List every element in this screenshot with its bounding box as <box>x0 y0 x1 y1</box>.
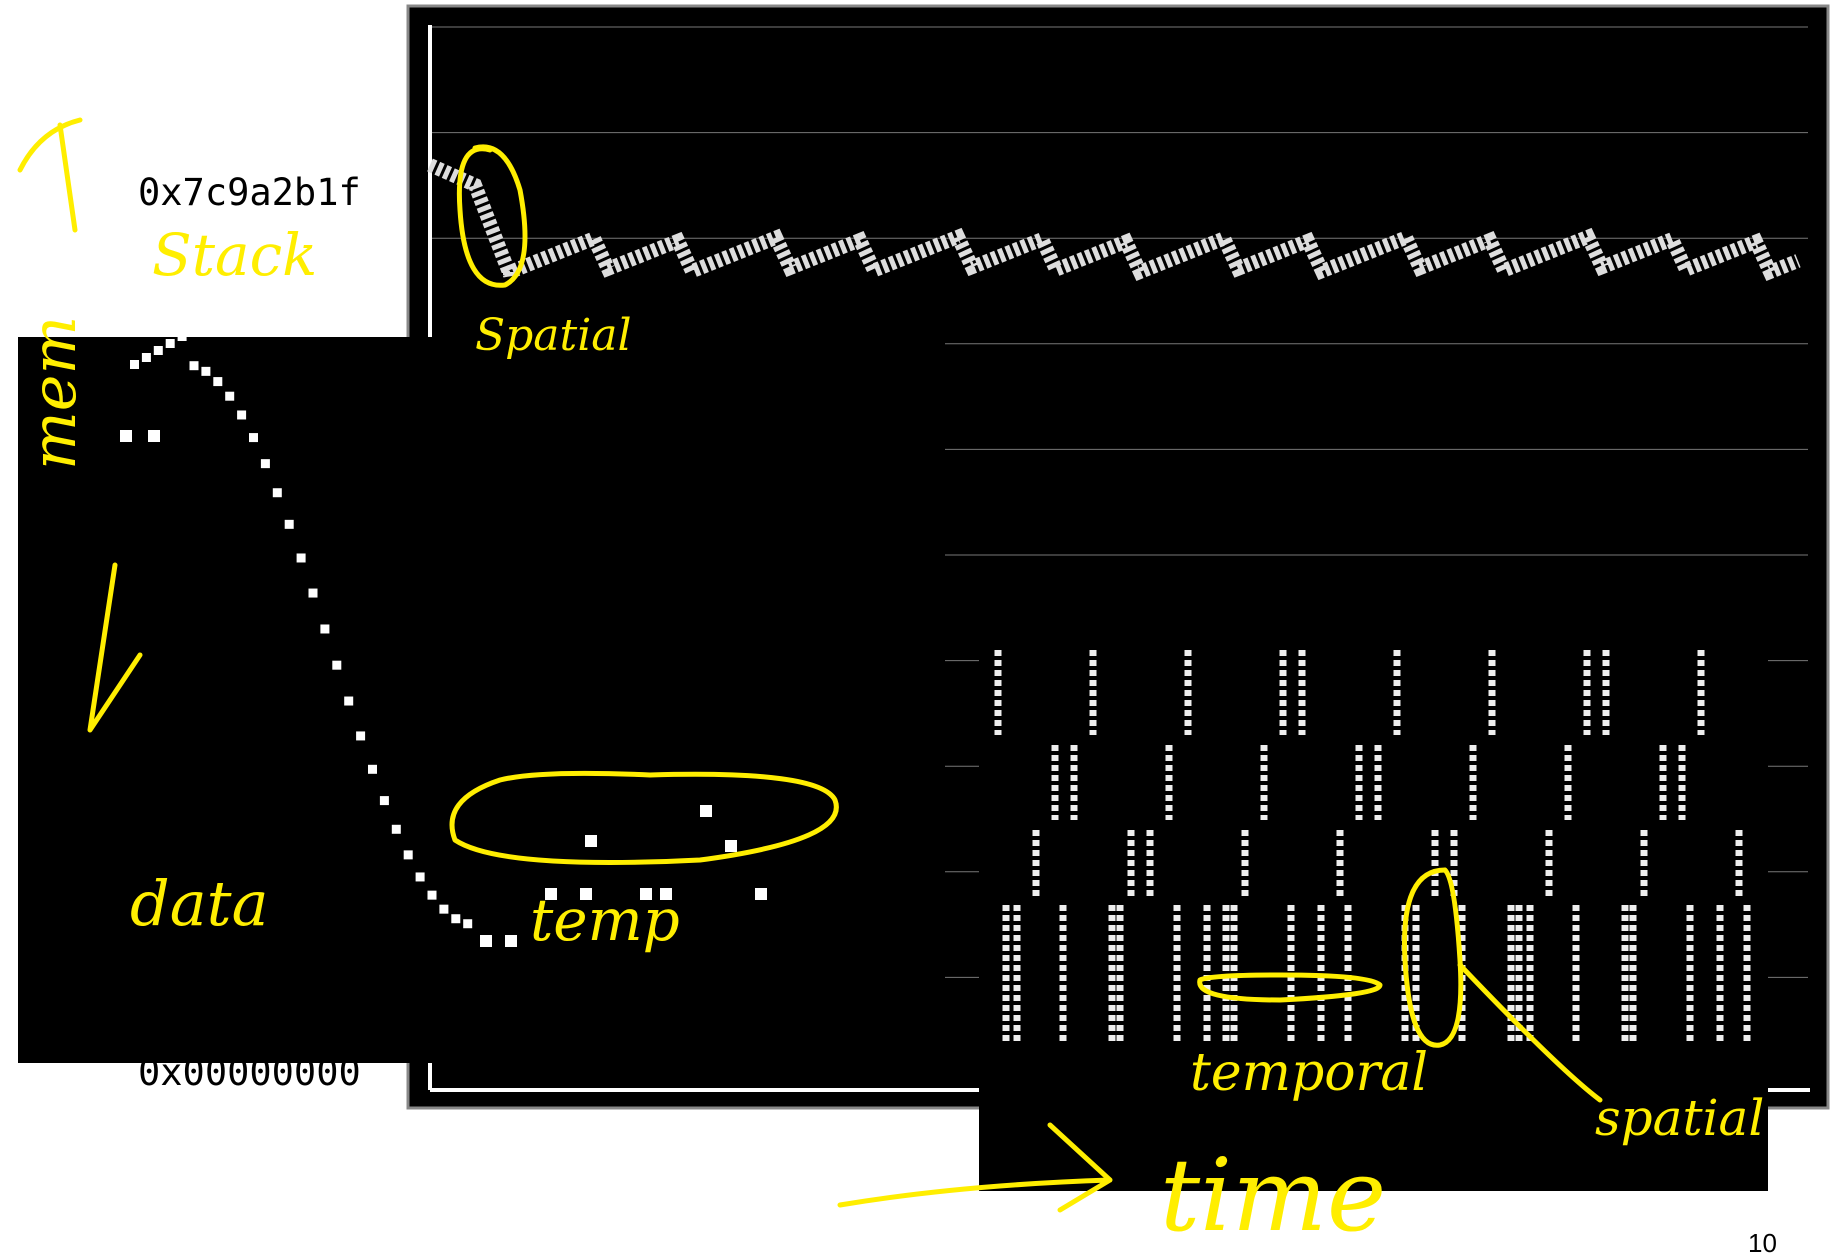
data-mark <box>368 765 377 774</box>
annotation: Stack <box>152 221 317 289</box>
data-mark <box>428 891 437 900</box>
data-mark <box>320 624 329 633</box>
data-mark <box>755 888 767 900</box>
annotation: temporal <box>1190 1043 1428 1103</box>
data-mark <box>700 805 712 817</box>
data-mark <box>380 796 389 805</box>
data-mark <box>213 377 222 386</box>
data-mark <box>392 825 401 834</box>
data-mark <box>190 361 199 370</box>
data-mark <box>273 488 282 497</box>
data-mark <box>416 872 425 881</box>
data-mark <box>585 835 597 847</box>
data-mark <box>142 353 151 362</box>
data-mark <box>225 392 234 401</box>
data-mark <box>463 919 472 928</box>
data-mark <box>166 339 175 348</box>
data-mark <box>130 360 139 369</box>
data-mark <box>332 661 341 670</box>
data-mark <box>120 430 132 442</box>
data-mark <box>178 332 187 341</box>
data-mark <box>439 905 448 914</box>
annotation: spatial <box>1595 1089 1764 1147</box>
data-mark <box>505 935 517 947</box>
data-mark <box>201 367 210 376</box>
data-mark <box>725 840 737 852</box>
annotation: time <box>1160 1137 1386 1254</box>
page-number: 10 <box>1748 1228 1777 1258</box>
data-mark <box>249 433 258 442</box>
address-top: 0x7c9a2b1f <box>138 171 361 214</box>
data-mark <box>261 459 270 468</box>
data-mark <box>480 935 492 947</box>
data-mark <box>148 430 160 442</box>
annotation: temp <box>530 886 680 954</box>
annotation: mem <box>17 316 90 470</box>
data-mark <box>344 697 353 706</box>
data-chart <box>18 337 945 1063</box>
annotation: Spatial <box>475 310 632 361</box>
data-mark <box>237 410 246 419</box>
data-mark <box>404 850 413 859</box>
data-mark <box>451 914 460 923</box>
data-mark <box>297 553 306 562</box>
data-mark <box>356 731 365 740</box>
slide: 0x7c9a2b1f 0x00000000 Stack Spatial mem … <box>0 0 1838 1259</box>
annotation: data <box>130 867 269 940</box>
data-mark <box>285 520 294 529</box>
data-mark <box>154 346 163 355</box>
data-mark <box>309 589 318 598</box>
